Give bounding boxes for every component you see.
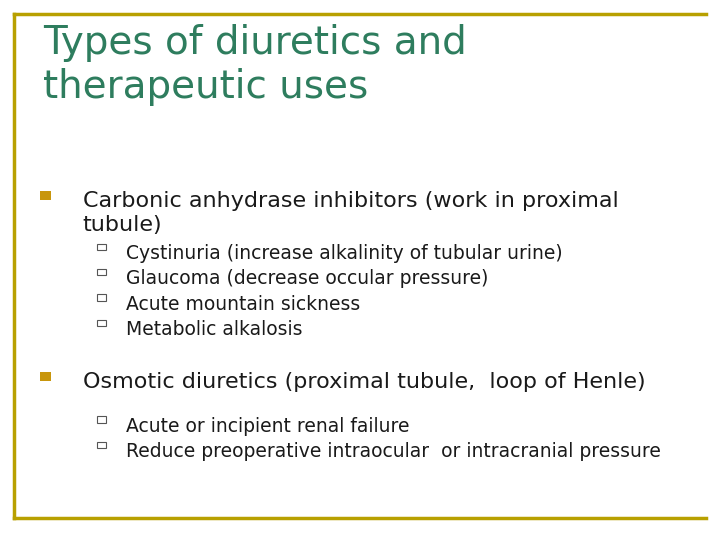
Bar bbox=[40, 191, 51, 200]
Bar bbox=[97, 294, 106, 301]
Bar bbox=[97, 416, 106, 423]
Bar bbox=[97, 442, 106, 448]
Text: Acute or incipient renal failure: Acute or incipient renal failure bbox=[126, 417, 410, 436]
Bar bbox=[97, 269, 106, 275]
Text: Glaucoma (decrease occular pressure): Glaucoma (decrease occular pressure) bbox=[126, 269, 488, 288]
Text: Osmotic diuretics (proximal tubule,  loop of Henle): Osmotic diuretics (proximal tubule, loop… bbox=[83, 372, 645, 392]
Text: Types of diuretics and
therapeutic uses: Types of diuretics and therapeutic uses bbox=[43, 24, 467, 106]
Bar bbox=[97, 320, 106, 326]
Text: Cystinuria (increase alkalinity of tubular urine): Cystinuria (increase alkalinity of tubul… bbox=[126, 244, 562, 263]
Bar bbox=[97, 244, 106, 250]
Text: Carbonic anhydrase inhibitors (work in proximal
tubule): Carbonic anhydrase inhibitors (work in p… bbox=[83, 191, 618, 234]
Text: Reduce preoperative intraocular  or intracranial pressure: Reduce preoperative intraocular or intra… bbox=[126, 442, 661, 461]
Bar bbox=[40, 372, 51, 381]
Text: Acute mountain sickness: Acute mountain sickness bbox=[126, 295, 360, 314]
Text: Metabolic alkalosis: Metabolic alkalosis bbox=[126, 320, 302, 339]
